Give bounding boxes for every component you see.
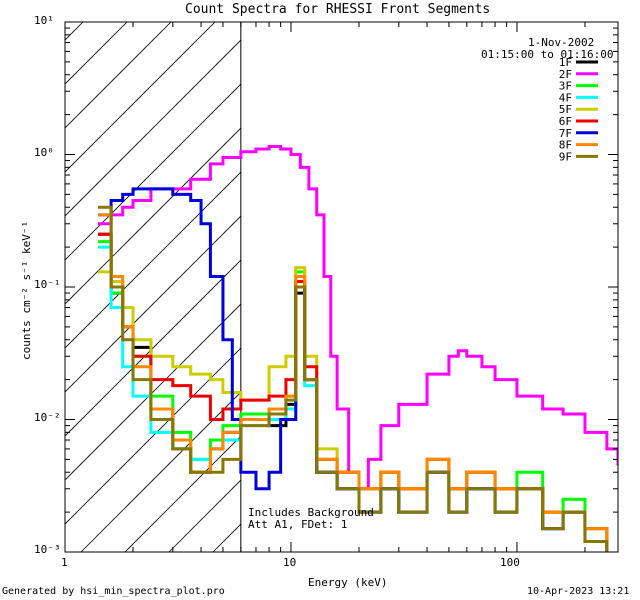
legend-label-4F: 4F (559, 91, 572, 104)
annotation-attenuator: Att A1, FDet: 1 (248, 518, 348, 531)
chart-title: Count Spectra for RHESSI Front Segments (185, 2, 491, 17)
legend-label-1F: 1F (559, 56, 572, 69)
x-tick-label: 10 (283, 556, 297, 569)
legend-label-5F: 5F (559, 103, 572, 116)
hatch-line (65, 22, 216, 173)
hatch-line (301, 0, 640, 552)
legend-label-7F: 7F (559, 127, 572, 140)
shaded-region (65, 0, 640, 552)
y-tick-label: 10⁻¹ (34, 278, 61, 291)
axis-ticks (64, 22, 618, 553)
x-tick-label: 100 (500, 556, 520, 569)
hatch-line (65, 259, 241, 437)
hatch-line (65, 215, 241, 393)
footer-timestamp: 10-Apr-2023 13:21 (527, 586, 630, 597)
legend-label-6F: 6F (559, 115, 572, 128)
series-8F (98, 213, 609, 552)
series-1F (98, 232, 609, 552)
hatch-line (345, 0, 640, 552)
footer-generator: Generated by hsi_min_spectra_plot.pro (2, 586, 225, 597)
legend-label-8F: 8F (559, 139, 572, 152)
y-tick-label: 10¹ (34, 14, 54, 27)
y-axis-label: counts cm⁻² s⁻¹ keV⁻¹ (20, 220, 33, 360)
hatch-line (65, 22, 172, 129)
legend-date: 1-Nov-2002 (528, 36, 595, 49)
hatch-line (65, 127, 241, 305)
y-tick-label: 10⁰ (34, 146, 54, 159)
series-2F (98, 144, 618, 491)
annotation-background: Includes Background (248, 506, 374, 519)
x-tick-label: 1 (61, 556, 68, 569)
hatch-line (65, 303, 241, 481)
legend-label-2F: 2F (559, 68, 572, 81)
legend-time: 01:15:00 to 01:16:00 (481, 48, 614, 61)
hatch-line (124, 435, 241, 552)
hatch-line (65, 22, 128, 85)
hatch-line (80, 391, 241, 552)
x-axis-label: Energy (keV) (308, 576, 388, 589)
hatch-line (65, 171, 241, 349)
y-tick-label: 10⁻² (34, 411, 61, 424)
hatch-line (65, 347, 241, 525)
y-tick-label: 10⁻³ (34, 543, 61, 556)
series-6F (98, 232, 609, 552)
legend-label-3F: 3F (559, 80, 572, 93)
hatch-line (65, 39, 241, 217)
series-9F (98, 205, 609, 552)
hatch-line (65, 83, 241, 261)
legend-label-9F: 9F (559, 150, 572, 163)
